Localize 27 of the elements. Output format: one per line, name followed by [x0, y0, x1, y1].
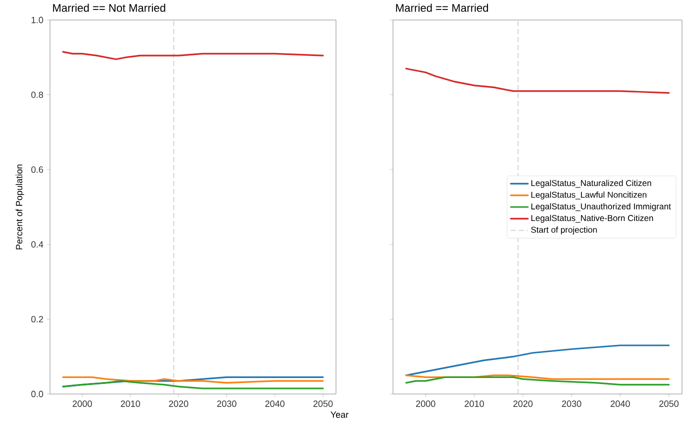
y-axis-title: Percent of Population — [16, 164, 24, 250]
x-tick-label: 2000 — [416, 400, 436, 407]
x-tick-label: 2000 — [72, 400, 92, 407]
chart-title: Married == Not Married — [53, 4, 166, 12]
ref-line-label: Start of projection — [531, 226, 597, 234]
legend-label: LegalStatus_Native-Born Citizen — [531, 214, 653, 223]
y-tick-label: 0.4 — [31, 241, 44, 248]
y-tick-label: 1.0 — [32, 16, 44, 24]
x-tick-label: 2010 — [120, 400, 140, 407]
x-tick-label: 2050 — [659, 400, 679, 407]
x-tick-label: 2020 — [169, 400, 188, 407]
legend-label: LegalStatus_Lawful Noncitizen — [531, 192, 646, 200]
legend-label: LegalStatus_Unauthorized Immigrant — [531, 203, 671, 212]
y-tick-label: 0.2 — [31, 316, 44, 322]
x-tick-label: 2040 — [265, 400, 285, 407]
chart-title: Married == Married — [396, 4, 488, 12]
y-tick-label: 0.0 — [31, 390, 44, 398]
y-tick-label: 0.8 — [31, 92, 44, 98]
y-tick-label: 0.6 — [31, 166, 44, 173]
x-tick-label: 2040 — [610, 400, 630, 407]
x-axis-title: Year — [330, 412, 348, 418]
x-tick-label: 2030 — [217, 400, 236, 407]
x-tick-label: 2030 — [562, 400, 582, 407]
legend-label: LegalStatus_Naturalized Citizen — [531, 180, 652, 188]
x-tick-label: 2020 — [513, 400, 533, 407]
x-tick-label: 2010 — [464, 400, 484, 407]
x-tick-label: 2050 — [313, 400, 333, 407]
